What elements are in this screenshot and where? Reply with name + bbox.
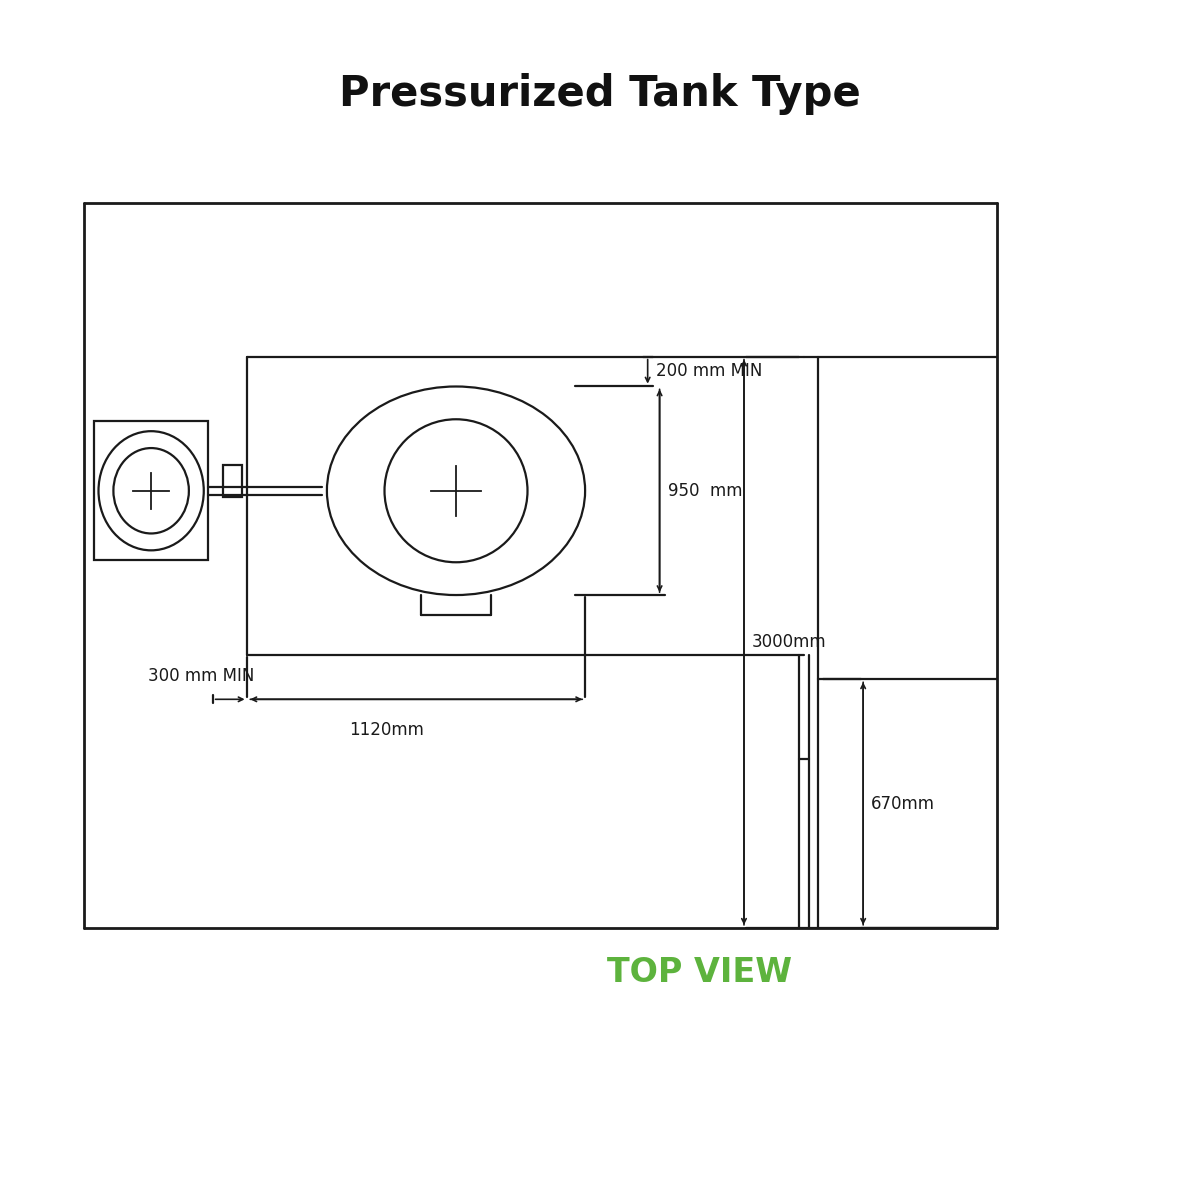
Text: 670mm: 670mm bbox=[871, 794, 935, 812]
Bar bbox=[223, 464, 242, 497]
Text: 300 mm MIN: 300 mm MIN bbox=[148, 667, 254, 685]
Text: TOP VIEW: TOP VIEW bbox=[607, 956, 792, 989]
Text: 950  mm: 950 mm bbox=[667, 481, 742, 499]
Text: Pressurized Tank Type: Pressurized Tank Type bbox=[340, 72, 860, 114]
Bar bbox=[94, 421, 208, 560]
Text: 1120mm: 1120mm bbox=[349, 721, 424, 739]
Text: 3000mm: 3000mm bbox=[752, 632, 827, 650]
Text: 200 mm MIN: 200 mm MIN bbox=[655, 361, 762, 379]
